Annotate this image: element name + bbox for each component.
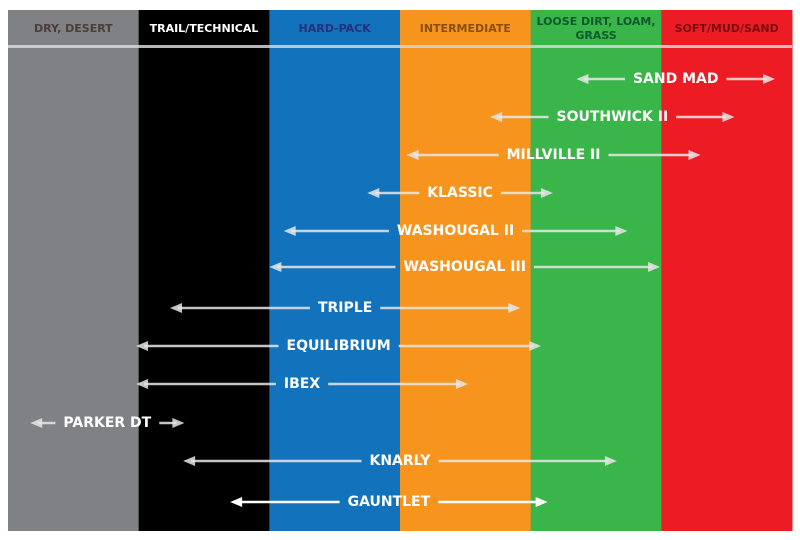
- arrowhead-right-icon: [535, 497, 548, 507]
- arrowhead-right-icon: [172, 418, 185, 428]
- range-arrow-equilibrium: EQUILIBRIUM: [136, 338, 542, 354]
- range-label: WASHOUGAL II: [397, 223, 514, 239]
- range-label: KLASSIC: [427, 185, 493, 201]
- arrowhead-right-icon: [722, 112, 735, 122]
- terrain-column: [661, 10, 793, 531]
- range-arrow-millville-ii: MILLVILLE II: [406, 147, 701, 163]
- arrowhead-right-icon: [604, 456, 617, 466]
- column-header-label: HARD-PACK: [299, 22, 372, 35]
- arrowhead-left-icon: [269, 262, 282, 272]
- column-header-label: TRAIL/TECHNICAL: [150, 22, 259, 35]
- arrowhead-left-icon: [283, 226, 296, 236]
- arrowhead-right-icon: [508, 303, 521, 313]
- arrowhead-left-icon: [367, 188, 380, 198]
- arrowhead-left-icon: [170, 303, 183, 313]
- arrowhead-left-icon: [30, 418, 43, 428]
- range-arrow-southwick-ii: SOUTHWICK II: [490, 109, 735, 125]
- range-arrow-washougal-ii: WASHOUGAL II: [283, 223, 628, 239]
- range-label: IBEX: [284, 376, 320, 392]
- range-label: TRIPLE: [318, 300, 372, 316]
- arrowhead-right-icon: [615, 226, 628, 236]
- arrowhead-right-icon: [529, 341, 542, 351]
- column-header-label: DRY, DESERT: [34, 22, 113, 35]
- terrain-column: [8, 10, 140, 531]
- range-label: PARKER DT: [63, 415, 151, 431]
- range-arrow-washougal-iii: WASHOUGAL III: [269, 259, 661, 275]
- range-label: MILLVILLE II: [507, 147, 601, 163]
- terrain-column: [138, 10, 270, 531]
- range-label: GAUNTLET: [348, 494, 431, 510]
- terrain-column: [400, 10, 532, 531]
- arrowhead-right-icon: [688, 150, 701, 160]
- terrain-column: [530, 10, 662, 531]
- arrowhead-left-icon: [183, 456, 196, 466]
- arrowhead-right-icon: [763, 74, 776, 84]
- range-label: SOUTHWICK II: [556, 109, 668, 125]
- column-header-label: INTERMEDIATE: [420, 22, 511, 35]
- header-divider: [8, 45, 792, 48]
- arrowhead-left-icon: [230, 497, 243, 507]
- column-header-label: GRASS: [575, 29, 616, 42]
- range-arrow-parker-dt: PARKER DT: [30, 415, 185, 431]
- range-arrow-sand-mad: SAND MAD: [576, 71, 776, 87]
- range-label: KNARLY: [369, 453, 431, 469]
- range-arrow-ibex: IBEX: [136, 376, 468, 392]
- arrowhead-left-icon: [136, 341, 149, 351]
- arrowhead-left-icon: [136, 379, 149, 389]
- arrowhead-left-icon: [406, 150, 419, 160]
- terrain-column: [269, 10, 401, 531]
- arrowhead-left-icon: [576, 74, 589, 84]
- range-arrow-knarly: KNARLY: [183, 453, 617, 469]
- arrowhead-left-icon: [490, 112, 503, 122]
- column-header-label: LOOSE DIRT, LOAM,: [536, 15, 655, 28]
- arrowhead-right-icon: [540, 188, 553, 198]
- column-header-label: SOFT/MUD/SAND: [675, 22, 779, 35]
- range-arrow-triple: TRIPLE: [170, 300, 521, 316]
- range-label: SAND MAD: [633, 71, 719, 87]
- arrowhead-right-icon: [648, 262, 661, 272]
- arrowhead-right-icon: [455, 379, 468, 389]
- range-label: EQUILIBRIUM: [287, 338, 391, 354]
- range-arrow-klassic: KLASSIC: [367, 185, 553, 201]
- range-label: WASHOUGAL III: [403, 259, 525, 275]
- range-arrow-gauntlet: GAUNTLET: [230, 494, 548, 510]
